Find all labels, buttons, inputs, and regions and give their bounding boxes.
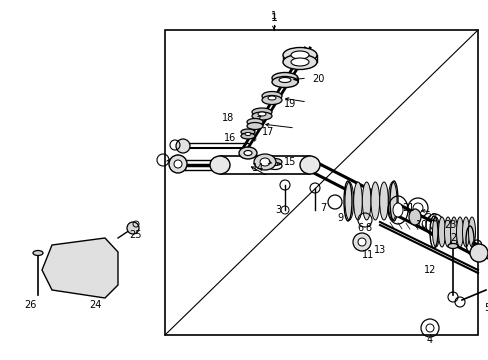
Circle shape: [352, 233, 370, 251]
Ellipse shape: [468, 217, 474, 247]
Text: 16: 16: [224, 133, 236, 143]
Ellipse shape: [290, 51, 308, 59]
Ellipse shape: [290, 58, 308, 66]
Ellipse shape: [209, 156, 229, 174]
Text: 10: 10: [415, 220, 427, 230]
Ellipse shape: [438, 217, 445, 247]
Ellipse shape: [241, 129, 254, 135]
Text: 14: 14: [251, 163, 264, 173]
Text: 24: 24: [89, 300, 101, 310]
Circle shape: [176, 139, 190, 153]
Ellipse shape: [362, 182, 370, 220]
Circle shape: [425, 324, 433, 332]
Text: 2: 2: [449, 233, 455, 243]
Ellipse shape: [345, 182, 353, 220]
Text: 3: 3: [274, 205, 281, 215]
Bar: [164, 30, 477, 335]
Text: 26: 26: [24, 300, 36, 310]
Text: 17: 17: [261, 127, 274, 137]
Text: 22: 22: [425, 213, 437, 223]
Text: 18: 18: [222, 113, 234, 123]
Ellipse shape: [244, 132, 250, 135]
Text: 7: 7: [319, 203, 325, 213]
Ellipse shape: [262, 91, 282, 100]
Polygon shape: [42, 238, 118, 298]
Ellipse shape: [444, 217, 450, 247]
Ellipse shape: [239, 147, 257, 159]
Text: 23: 23: [443, 220, 455, 230]
Ellipse shape: [258, 112, 265, 116]
Ellipse shape: [244, 150, 251, 156]
Ellipse shape: [283, 54, 316, 69]
Circle shape: [412, 203, 422, 213]
Text: 13: 13: [373, 245, 386, 255]
Ellipse shape: [299, 156, 319, 174]
Ellipse shape: [408, 209, 420, 225]
Text: 1: 1: [270, 11, 277, 21]
Ellipse shape: [283, 48, 316, 63]
Text: 20: 20: [311, 74, 324, 84]
Ellipse shape: [279, 77, 290, 82]
Circle shape: [357, 238, 365, 246]
Ellipse shape: [262, 95, 282, 104]
Text: 8: 8: [364, 223, 370, 233]
Ellipse shape: [246, 118, 263, 126]
Ellipse shape: [462, 217, 468, 247]
Ellipse shape: [379, 182, 387, 220]
Ellipse shape: [251, 108, 271, 116]
Ellipse shape: [271, 72, 297, 84]
Ellipse shape: [456, 217, 463, 247]
Text: 1: 1: [270, 13, 277, 23]
Ellipse shape: [449, 217, 457, 247]
Text: 5: 5: [483, 303, 488, 313]
Ellipse shape: [253, 154, 275, 170]
Text: 11: 11: [361, 250, 373, 260]
Ellipse shape: [260, 158, 269, 166]
Circle shape: [169, 155, 186, 173]
Text: 19: 19: [284, 99, 296, 109]
Ellipse shape: [429, 220, 439, 230]
Text: 25: 25: [128, 230, 141, 240]
Text: 21: 21: [401, 203, 413, 213]
Circle shape: [127, 222, 139, 234]
Ellipse shape: [353, 182, 362, 220]
Ellipse shape: [271, 77, 297, 87]
Ellipse shape: [251, 112, 271, 120]
Ellipse shape: [267, 158, 282, 166]
Text: 4: 4: [426, 335, 432, 345]
Circle shape: [469, 244, 487, 262]
Ellipse shape: [241, 133, 254, 139]
Circle shape: [174, 160, 182, 168]
Text: 6: 6: [356, 223, 362, 233]
Ellipse shape: [431, 217, 439, 247]
Ellipse shape: [267, 96, 275, 100]
Ellipse shape: [387, 182, 396, 220]
Ellipse shape: [33, 251, 43, 256]
Ellipse shape: [392, 203, 402, 217]
Text: 15: 15: [283, 157, 296, 167]
Ellipse shape: [447, 243, 457, 248]
Ellipse shape: [246, 122, 263, 130]
Text: 12: 12: [423, 265, 435, 275]
Ellipse shape: [271, 162, 278, 166]
Text: 9: 9: [336, 213, 343, 223]
Ellipse shape: [370, 182, 379, 220]
